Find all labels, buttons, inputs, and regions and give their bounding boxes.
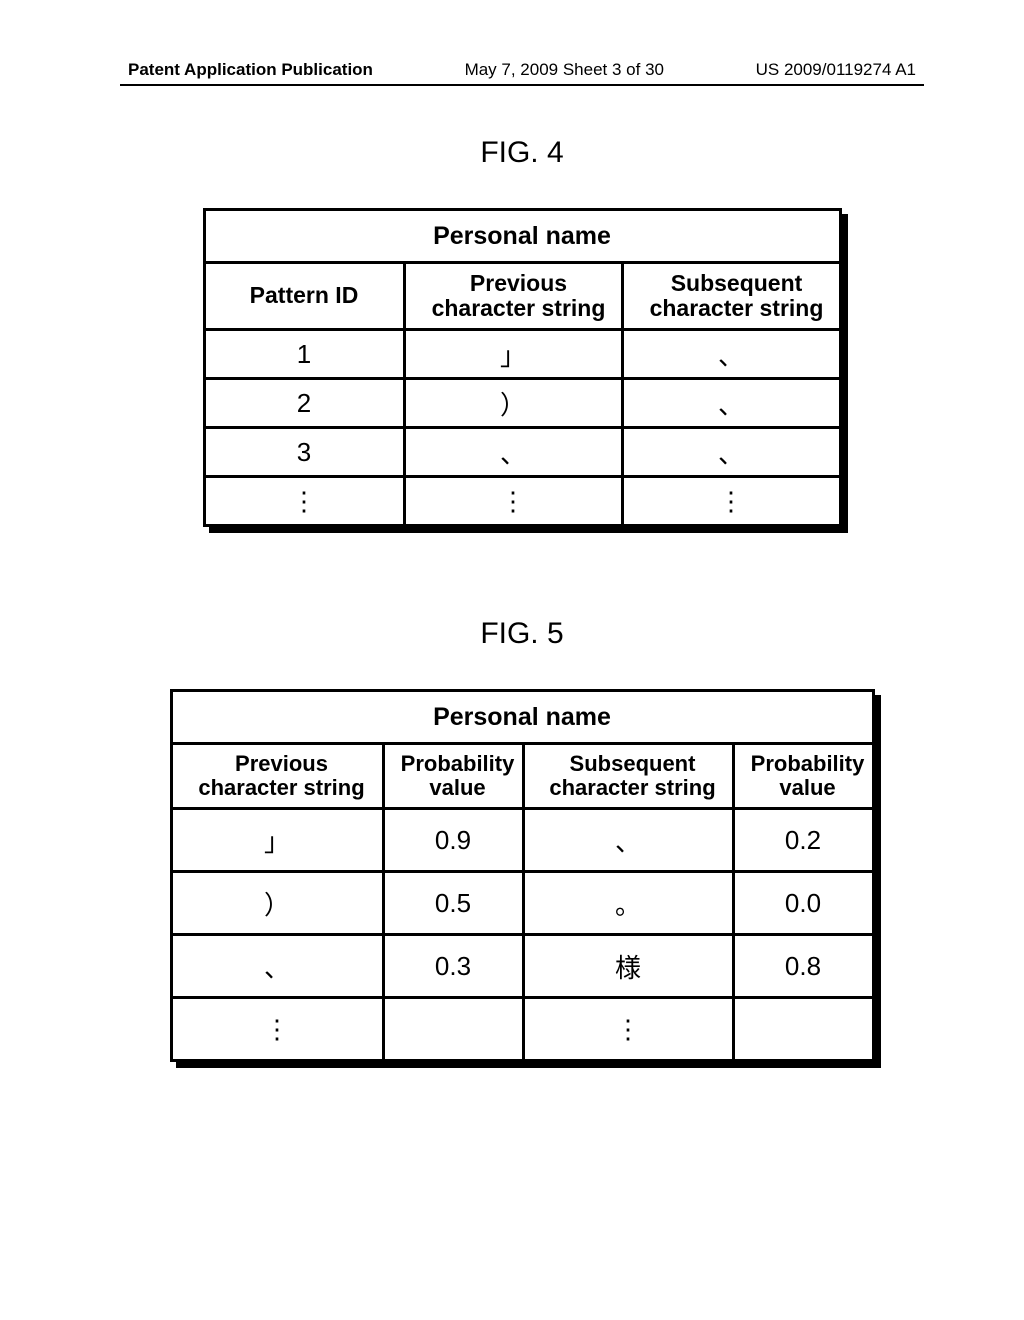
fig5-r2c1: 0.3 xyxy=(383,935,523,998)
header-rule xyxy=(120,84,924,86)
header-center: May 7, 2009 Sheet 3 of 30 xyxy=(373,60,756,80)
header-right: US 2009/0119274 A1 xyxy=(756,60,916,80)
fig4-title: Personal name xyxy=(204,210,840,263)
fig4-r1c1: ） xyxy=(404,379,622,428)
table-row: 1 」 、 xyxy=(204,330,840,379)
fig5-r3c3 xyxy=(733,998,873,1061)
table-row: 」 0.9 、 0.2 xyxy=(171,809,873,872)
fig5-title: Personal name xyxy=(171,691,873,744)
table-row: ⋮ ⋮ xyxy=(171,998,873,1061)
fig5-r1c0: ） xyxy=(171,872,383,935)
fig4-r0c2: 、 xyxy=(622,330,840,379)
fig5-col-3: Probability value xyxy=(733,744,873,809)
figure-4-label: FIG. 4 xyxy=(120,136,924,170)
fig5-col-0: Previous character string xyxy=(171,744,383,809)
fig5-r3c0: ⋮ xyxy=(171,998,383,1061)
table-row: 3 、 、 xyxy=(204,428,840,477)
fig4-r3c0: ⋮ xyxy=(204,477,404,526)
fig5-r1c3: 0.0 xyxy=(733,872,873,935)
fig4-r2c1: 、 xyxy=(404,428,622,477)
figure-5-label: FIG. 5 xyxy=(120,617,924,651)
fig5-col-1: Probability value xyxy=(383,744,523,809)
fig5-r2c3: 0.8 xyxy=(733,935,873,998)
fig4-col-2: Subsequent character string xyxy=(622,263,840,330)
fig4-r1c2: 、 xyxy=(622,379,840,428)
fig4-r2c2: 、 xyxy=(622,428,840,477)
fig5-r3c2: ⋮ xyxy=(523,998,733,1061)
fig5-col-2: Subsequent character string xyxy=(523,744,733,809)
fig4-r2c0: 3 xyxy=(204,428,404,477)
fig4-col-0: Pattern ID xyxy=(204,263,404,330)
fig4-r3c2: ⋮ xyxy=(622,477,840,526)
fig5-r0c3: 0.2 xyxy=(733,809,873,872)
fig4-col-1: Previous character string xyxy=(404,263,622,330)
table-row: ） 0.5 。 0.0 xyxy=(171,872,873,935)
fig5-r2c0: 、 xyxy=(171,935,383,998)
patent-header: Patent Application Publication May 7, 20… xyxy=(120,60,924,80)
fig4-r1c0: 2 xyxy=(204,379,404,428)
fig4-r0c0: 1 xyxy=(204,330,404,379)
fig5-r1c2: 。 xyxy=(523,872,733,935)
fig5-r0c0: 」 xyxy=(171,809,383,872)
fig5-r3c1 xyxy=(383,998,523,1061)
header-left: Patent Application Publication xyxy=(128,60,373,80)
fig5-r0c1: 0.9 xyxy=(383,809,523,872)
table-row: 2 ） 、 xyxy=(204,379,840,428)
fig4-r3c1: ⋮ xyxy=(404,477,622,526)
fig5-r1c1: 0.5 xyxy=(383,872,523,935)
table-row: 、 0.3 様 0.8 xyxy=(171,935,873,998)
fig5-r0c2: 、 xyxy=(523,809,733,872)
fig4-r0c1: 」 xyxy=(404,330,622,379)
table-row: ⋮ ⋮ ⋮ xyxy=(204,477,840,526)
fig5-r2c2: 様 xyxy=(523,935,733,998)
figure-5-table: Personal name Previous character string … xyxy=(170,689,875,1062)
figure-4-table: Personal name Pattern ID Previous charac… xyxy=(203,208,842,527)
